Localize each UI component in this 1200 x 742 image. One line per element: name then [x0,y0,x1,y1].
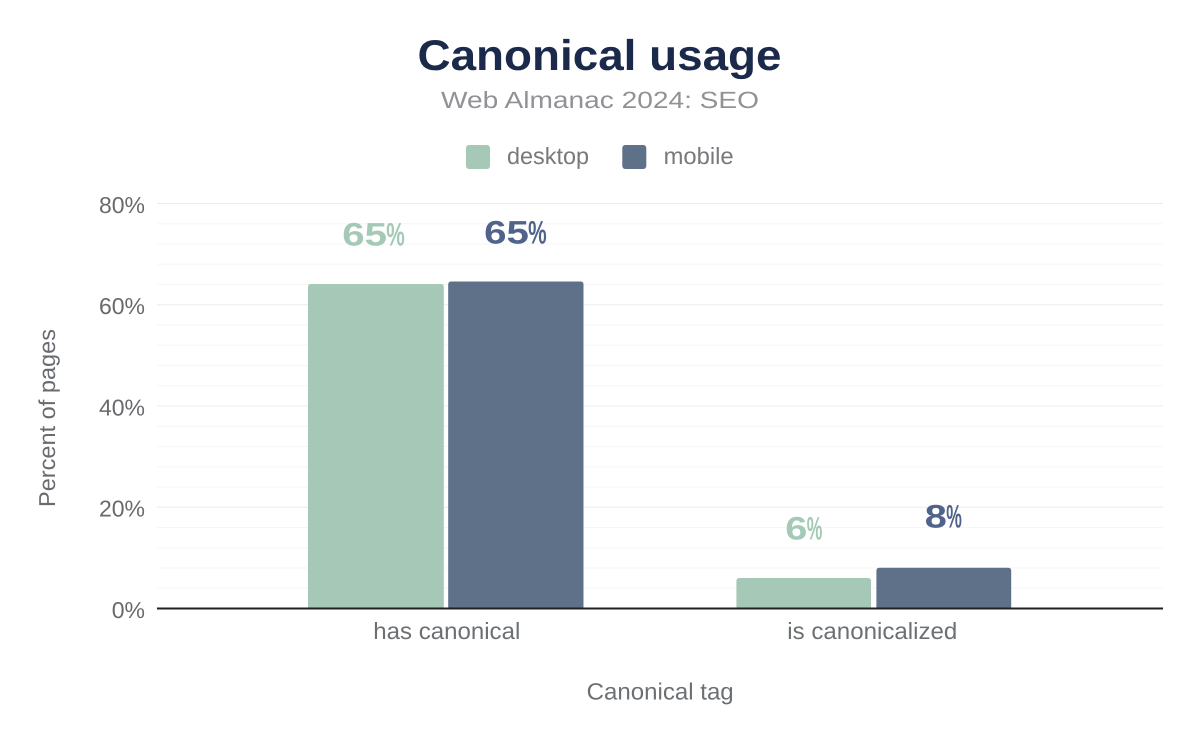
svg-text:0%: 0% [112,597,145,623]
svg-text:has canonical: has canonical [373,618,520,644]
svg-text:8: 8 [925,499,947,535]
svg-text:Canonical tag: Canonical tag [587,679,734,705]
svg-text:%: % [386,216,405,252]
svg-text:is canonicalized: is canonicalized [787,618,957,644]
svg-text:%: % [946,499,962,535]
svg-text:Web Almanac 2024: SEO: Web Almanac 2024: SEO [441,87,759,113]
svg-text:40%: 40% [99,394,145,420]
svg-text:20%: 20% [99,496,145,522]
svg-text:60%: 60% [99,293,145,319]
svg-text:desktop: desktop [507,143,589,169]
svg-text:%: % [807,511,823,547]
svg-text:mobile: mobile [664,143,734,169]
svg-text:%: % [528,214,547,250]
svg-text:Canonical usage: Canonical usage [418,32,782,80]
svg-text:6: 6 [785,511,807,547]
svg-text:80%: 80% [99,192,145,218]
svg-text:65: 65 [342,216,387,252]
svg-text:Percent of pages: Percent of pages [34,329,60,507]
svg-text:65: 65 [484,214,529,250]
